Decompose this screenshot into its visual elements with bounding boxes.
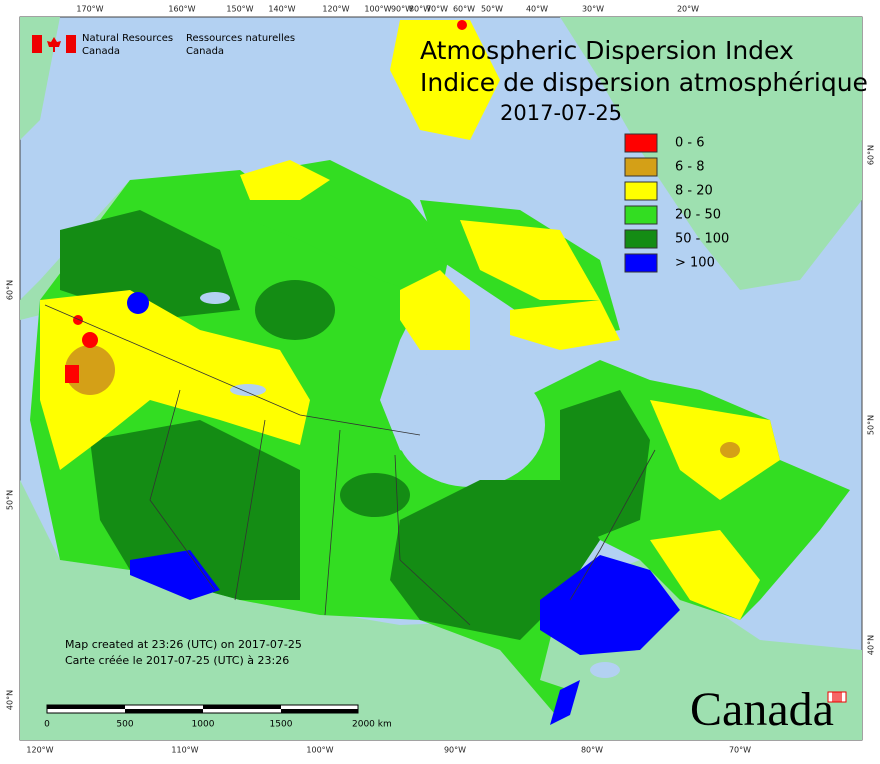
graticule: 170°W 160°W 150°W 140°W 120°W 100°W 90°W80°W70… — [6, 5, 876, 755]
legend-label: 20 - 50 — [675, 208, 721, 223]
scale-label: 1500 — [270, 720, 293, 730]
scale-label: 1000 — [192, 720, 215, 730]
greenland — [560, 17, 862, 290]
legend-swatch — [624, 133, 658, 153]
graticule-label: 50°N — [867, 415, 876, 435]
agency-text: Ressources naturelles — [186, 33, 295, 44]
lake — [230, 384, 266, 396]
graticule-label: 80°W — [581, 746, 603, 755]
graticule-label: 40°N — [867, 635, 876, 655]
graticule-label: 160°W — [168, 5, 195, 14]
agency-text: Canada — [186, 46, 224, 57]
legend-label: 0 - 6 — [675, 136, 705, 151]
wordmark-flag — [832, 692, 842, 702]
orange-patch — [720, 442, 740, 458]
legend-label: > 100 — [675, 256, 715, 271]
siberia — [20, 17, 60, 140]
lake — [200, 292, 230, 304]
credit: Carte créée le 2017-07-25 (UTC) à 23:26 — [65, 654, 289, 667]
red-patch — [82, 332, 98, 348]
date: 2017-07-25 — [500, 101, 622, 125]
graticule-label: 150°W — [226, 5, 253, 14]
red-patch — [65, 365, 79, 383]
legend-swatch — [624, 157, 658, 177]
legend-swatch — [624, 229, 658, 249]
flag-bar — [32, 35, 42, 53]
agency: Natural Resources Canada Ressources natu… — [32, 33, 295, 57]
scale-label: 500 — [116, 720, 133, 730]
graticule-label: 140°W — [268, 5, 295, 14]
graticule-label: 50°W — [481, 5, 503, 14]
legend-swatch — [624, 181, 658, 201]
blue-patch — [127, 292, 149, 314]
blue-patch — [130, 550, 220, 600]
arctic-yellow — [240, 160, 330, 200]
wordmark: Canada — [690, 683, 834, 736]
graticule-label: 100°W — [364, 5, 391, 14]
blue-patch — [550, 680, 580, 725]
manitoba-patch — [340, 473, 410, 517]
map-shapes — [20, 17, 862, 740]
keewatin-yellow — [400, 270, 470, 350]
graticule-label: 100°W — [306, 746, 333, 755]
graticule-label: 30°W — [582, 5, 604, 14]
legend-label: 6 - 8 — [675, 160, 705, 175]
graticule-label: 70°W — [426, 5, 448, 14]
graticule-label: 70°W — [729, 746, 751, 755]
blue-patch — [540, 555, 680, 655]
quebec-patch — [560, 390, 650, 540]
graticule-label: 40°W — [526, 5, 548, 14]
red-patch — [457, 20, 467, 30]
graticule-label: 90°W — [444, 746, 466, 755]
maple-leaf — [47, 37, 61, 52]
red-patch — [73, 315, 83, 325]
legend-label: 50 - 100 — [675, 232, 729, 247]
yellow-band — [40, 290, 310, 470]
graticule-label: 60°W — [453, 5, 475, 14]
baffin-yellow — [460, 220, 600, 300]
scale-label: 2000 km — [352, 720, 392, 730]
scale-bar: 0 500 1000 1500 2000 km — [44, 704, 392, 730]
scale-seg — [47, 705, 125, 709]
ungava-yellow — [510, 300, 620, 350]
graticule-label: 50°N — [6, 490, 15, 510]
hudson-bay — [395, 363, 545, 487]
graticule-label: 90°W — [391, 5, 413, 14]
legend-label: 8 - 20 — [675, 184, 713, 199]
graticule-label: 20°W — [677, 5, 699, 14]
scale-label: 0 — [44, 720, 50, 730]
maritimes-yellow — [650, 530, 760, 620]
title: Atmospheric Dispersion Index — [420, 36, 794, 65]
graticule-label: 120°W — [322, 5, 349, 14]
scale-seg — [125, 709, 203, 713]
graticule-label: 40°N — [6, 690, 15, 710]
legend-swatch — [624, 253, 658, 273]
legend: 0 - 6 6 - 8 8 - 20 20 - 50 50 - 100 > 100 — [624, 133, 729, 273]
ellesmere — [390, 20, 500, 140]
graticule-label: 80°W — [409, 5, 431, 14]
scale-seg — [281, 709, 358, 713]
graticule-label: 60°N — [6, 280, 15, 300]
legend-swatch — [624, 205, 658, 225]
flag-bar — [66, 35, 76, 53]
graticule-label: 120°W — [26, 746, 53, 755]
scale-seg — [203, 705, 281, 709]
lake — [590, 662, 620, 678]
nunavut-patch — [255, 280, 335, 340]
yukon-patch — [60, 210, 240, 320]
boundaries — [44, 304, 656, 626]
graticule-label: 170°W — [76, 5, 103, 14]
labrador-yellow — [650, 400, 780, 500]
graticule-label: 60°N — [867, 145, 876, 165]
title: Indice de dispersion atmosphérique — [420, 68, 868, 97]
agency-text: Canada — [82, 46, 120, 57]
usa — [20, 480, 862, 740]
agency-text: Natural Resources — [82, 33, 173, 44]
graticule-label: 110°W — [171, 746, 198, 755]
credit: Map created at 23:26 (UTC) on 2017-07-25 — [65, 638, 302, 651]
west-patch — [90, 420, 300, 600]
